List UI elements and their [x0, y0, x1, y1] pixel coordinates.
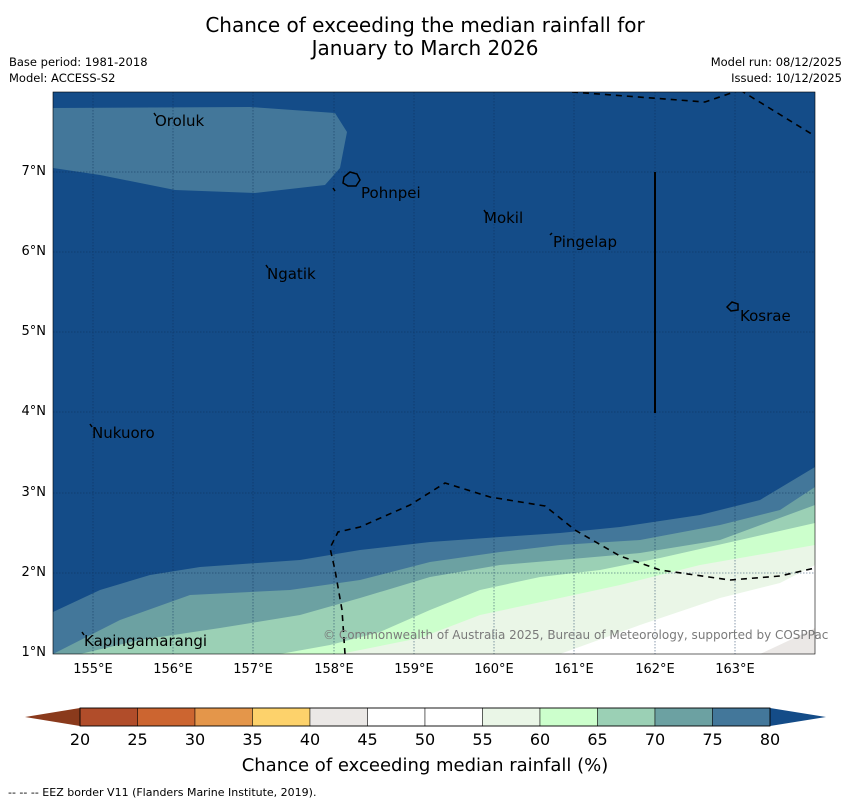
kapingamarangi-mark	[81, 631, 85, 636]
lon-label-156: 156°E	[153, 662, 193, 677]
colorbar-tick-label: 75	[702, 730, 723, 749]
map-frame	[52, 91, 816, 655]
colorbar-outline	[79, 707, 771, 727]
meta-left: Base period: 1981-2018 Model: ACCESS-S2	[9, 54, 148, 86]
colorbar-tick-label: 60	[529, 730, 551, 749]
island-outlines	[81, 112, 739, 636]
colorbar-cell	[482, 707, 541, 727]
colorbar-tick-label: 70	[644, 730, 666, 749]
lon-label-163: 163°E	[715, 662, 755, 677]
copyright-notice: © Commonwealth of Australia 2025, Bureau…	[323, 628, 829, 642]
place-nukuoro: Nukuoro	[92, 424, 155, 442]
colorbar-cell	[309, 707, 368, 727]
title-line-1: Chance of exceeding the median rainfall …	[205, 13, 645, 37]
region-oroluk-band	[53, 107, 347, 193]
base-period: Base period: 1981-2018	[9, 55, 148, 69]
eez-footnote: -- -- -- EEZ border V11 (Flanders Marine…	[8, 786, 317, 799]
place-ngatik: Ngatik	[267, 265, 316, 283]
eez-border	[329, 92, 815, 654]
nukuoro-mark	[89, 423, 93, 428]
colorbar-tick-label: 80	[759, 730, 781, 749]
colorbar-cell	[194, 707, 253, 727]
map-title: Chance of exceeding the median rainfall …	[0, 14, 850, 60]
place-mokil: Mokil	[484, 209, 524, 227]
colorbar-cell	[424, 707, 483, 727]
colorbar-cell	[367, 707, 426, 727]
colorbar-tick-label: 40	[299, 730, 321, 749]
lon-label-155: 155°E	[73, 662, 113, 677]
meta-right: Model run: 08/12/2025 Issued: 10/12/2025	[711, 54, 842, 86]
colorbar-tick-label: 55	[472, 730, 493, 749]
issued-date: Issued: 10/12/2025	[731, 71, 842, 85]
colorbar-tick-label: 20	[69, 730, 91, 749]
lat-label-6: 6°N	[21, 244, 47, 259]
lon-label-159: 159°E	[394, 662, 434, 677]
colorbar-tick-label: 35	[242, 730, 263, 749]
lat-label-3: 3°N	[21, 485, 47, 500]
colorbar-tick-label: 25	[127, 730, 148, 749]
lon-label-157: 157°E	[233, 662, 273, 677]
colorbar	[25, 707, 826, 727]
lon-label-160: 160°E	[474, 662, 514, 677]
lat-label-2: 2°N	[21, 565, 47, 580]
pingelap-mark	[549, 232, 553, 236]
colorbar-cells	[79, 707, 771, 727]
colorbar-tick-label: 45	[357, 730, 378, 749]
model-name: Model: ACCESS-S2	[9, 71, 116, 85]
mokil-mark	[483, 209, 487, 214]
lon-label-161: 161°E	[554, 662, 594, 677]
colorbar-cell	[79, 707, 138, 727]
colorbar-cell	[654, 707, 713, 727]
place-kapingamarangi: Kapingamarangi	[84, 632, 208, 650]
region-south-50	[560, 565, 815, 654]
title-line-2: January to March 2026	[311, 36, 539, 60]
colorbar-extend-low	[25, 708, 80, 726]
pohnpei-outline	[342, 171, 361, 187]
colorbar-tick-label: 50	[414, 730, 436, 749]
colorbar-extend-high	[770, 708, 826, 726]
colorbar-cell	[597, 707, 656, 727]
colorbar-cell	[539, 707, 598, 727]
colorbar-tick-label: 65	[587, 730, 608, 749]
place-oroluk: Oroluk	[155, 112, 205, 130]
lon-label-162: 162°E	[635, 662, 675, 677]
place-kosrae: Kosrae	[740, 307, 791, 325]
place-pohnpei: Pohnpei	[361, 184, 421, 202]
lat-label-1: 1°N	[21, 645, 47, 660]
ant-atoll-mark	[332, 187, 336, 192]
kosrae-outline	[725, 301, 739, 312]
model-run: Model run: 08/12/2025	[710, 55, 842, 69]
oroluk-mark	[153, 112, 157, 117]
lat-label-7: 7°N	[21, 164, 47, 179]
region-south-45	[760, 628, 815, 654]
lon-label-158: 158°E	[314, 662, 354, 677]
colorbar-label: Chance of exceeding median rainfall (%)	[241, 755, 609, 776]
colorbar-cell	[252, 707, 311, 727]
lat-label-5: 5°N	[21, 324, 47, 339]
lat-label-4: 4°N	[21, 404, 47, 419]
colorbar-cell	[137, 707, 196, 727]
colorbar-cell	[712, 707, 771, 727]
ngatik-mark	[265, 264, 269, 269]
colorbar-tick-label: 30	[184, 730, 206, 749]
place-pingelap: Pingelap	[553, 233, 618, 251]
rainfall-probability-field	[53, 92, 815, 654]
